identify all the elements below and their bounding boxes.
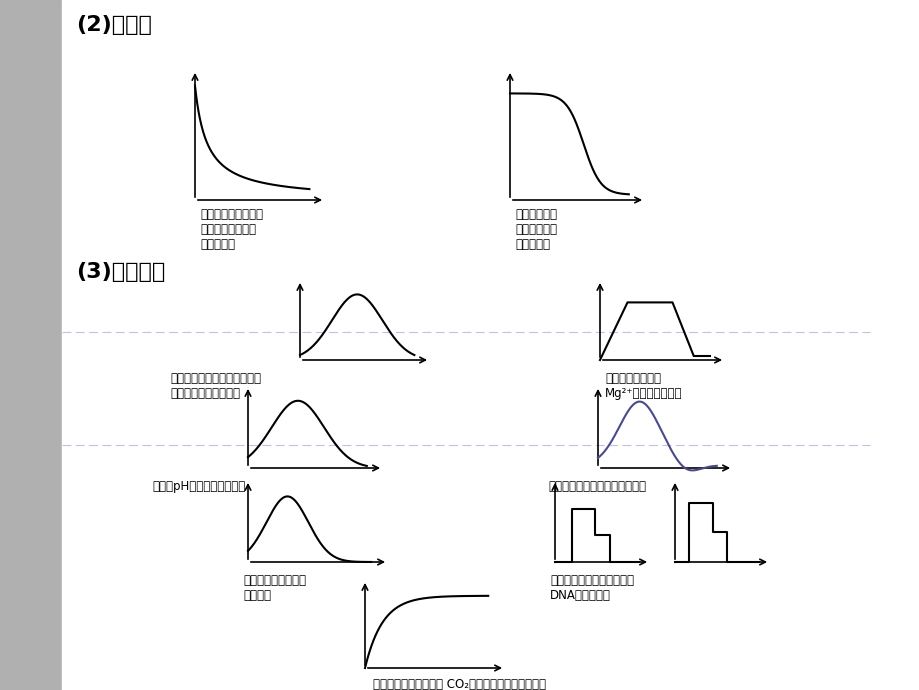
- Text: 在光照充足的情况下， CO₂供给量对光合速率的影响: 在光照充足的情况下， CO₂供给量对光合速率的影响: [373, 678, 546, 690]
- Text: (3)先升后降: (3)先升后降: [76, 262, 165, 282]
- Bar: [0, 0, 62, 690]
- Text: 运动员跑步过程中及结束后，
血液中乳酸含量的变化: 运动员跑步过程中及结束后， 血液中乳酸含量的变化: [170, 372, 261, 400]
- Text: 生长素的生理作用与其浓度关系: 生长素的生理作用与其浓度关系: [548, 480, 645, 493]
- Text: 受精卵卵裂过程中，
每个细胞体积与数
目间的关系: 受精卵卵裂过程中， 每个细胞体积与数 目间的关系: [199, 208, 263, 251]
- Text: 种子萍发时其
干重随其萍发
时间的变化: 种子萍发时其 干重随其萍发 时间的变化: [515, 208, 556, 251]
- Text: 温度和pH値对醂活性的影响: 温度和pH値对醂活性的影响: [152, 480, 245, 493]
- Text: 不同年龄的叶片中
Mg²⁺和叶绿素的含量: 不同年龄的叶片中 Mg²⁺和叶绿素的含量: [605, 372, 682, 400]
- Text: 物种多样性随南北纬
度的变化: 物种多样性随南北纬 度的变化: [243, 574, 306, 602]
- Text: (2)降曲线: (2)降曲线: [76, 15, 152, 35]
- Text: 有丝分裂和减数分裂过程中
DNA的变化曲线: 有丝分裂和减数分裂过程中 DNA的变化曲线: [550, 574, 633, 602]
